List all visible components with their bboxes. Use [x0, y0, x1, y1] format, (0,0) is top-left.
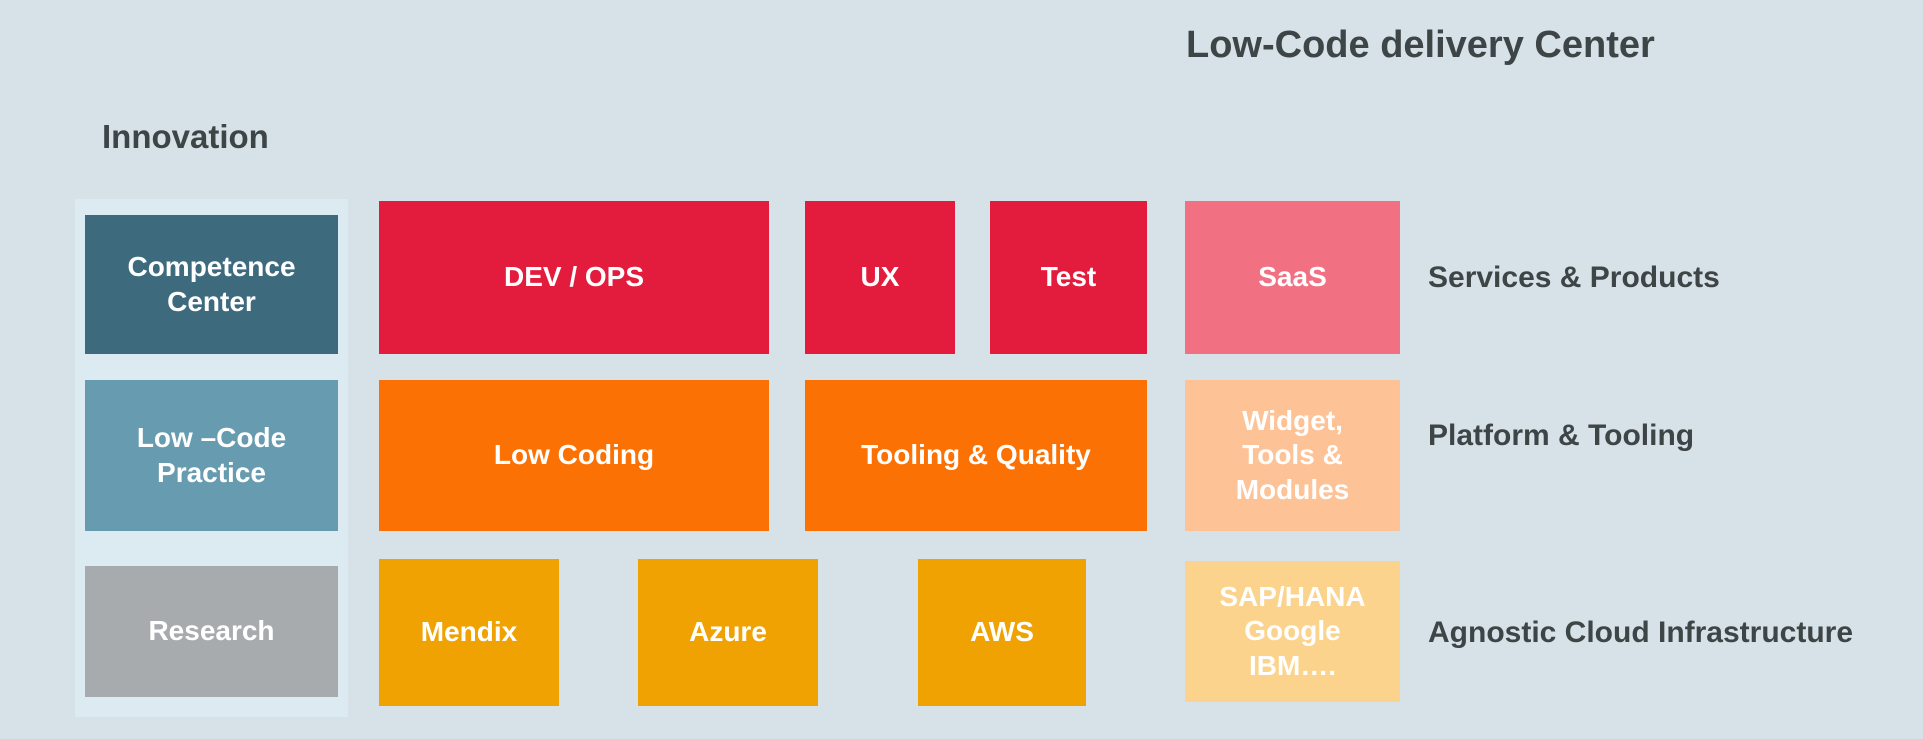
box-dev-ops: DEV / OPS	[379, 201, 769, 354]
box-low-coding: Low Coding	[379, 380, 769, 531]
box-low-code-practice: Low –Code Practice	[85, 380, 338, 531]
innovation-heading: Innovation	[102, 118, 269, 155]
box-saas: SaaS	[1185, 201, 1400, 354]
box-research: Research	[85, 566, 338, 697]
box-azure: Azure	[638, 559, 818, 706]
box-test: Test	[990, 201, 1147, 354]
box-aws: AWS	[918, 559, 1086, 706]
box-tooling-quality: Tooling & Quality	[805, 380, 1147, 531]
diagram-title: Low-Code delivery Center	[1186, 24, 1655, 66]
box-ux: UX	[805, 201, 955, 354]
row-label-platform-tooling: Platform & Tooling	[1428, 419, 1695, 452]
row-label-agnostic-cloud-infrastructure: Agnostic Cloud Infrastructure	[1428, 615, 1854, 649]
box-widget-tools-modules: Widget, Tools & Modules	[1185, 380, 1400, 531]
box-competence-center: Competence Center	[85, 215, 338, 354]
row-label-services-products: Services & Products	[1428, 260, 1720, 294]
box-mendix: Mendix	[379, 559, 559, 706]
box-sap-hana-google-ibm: SAP/HANA Google IBM….	[1185, 561, 1400, 702]
